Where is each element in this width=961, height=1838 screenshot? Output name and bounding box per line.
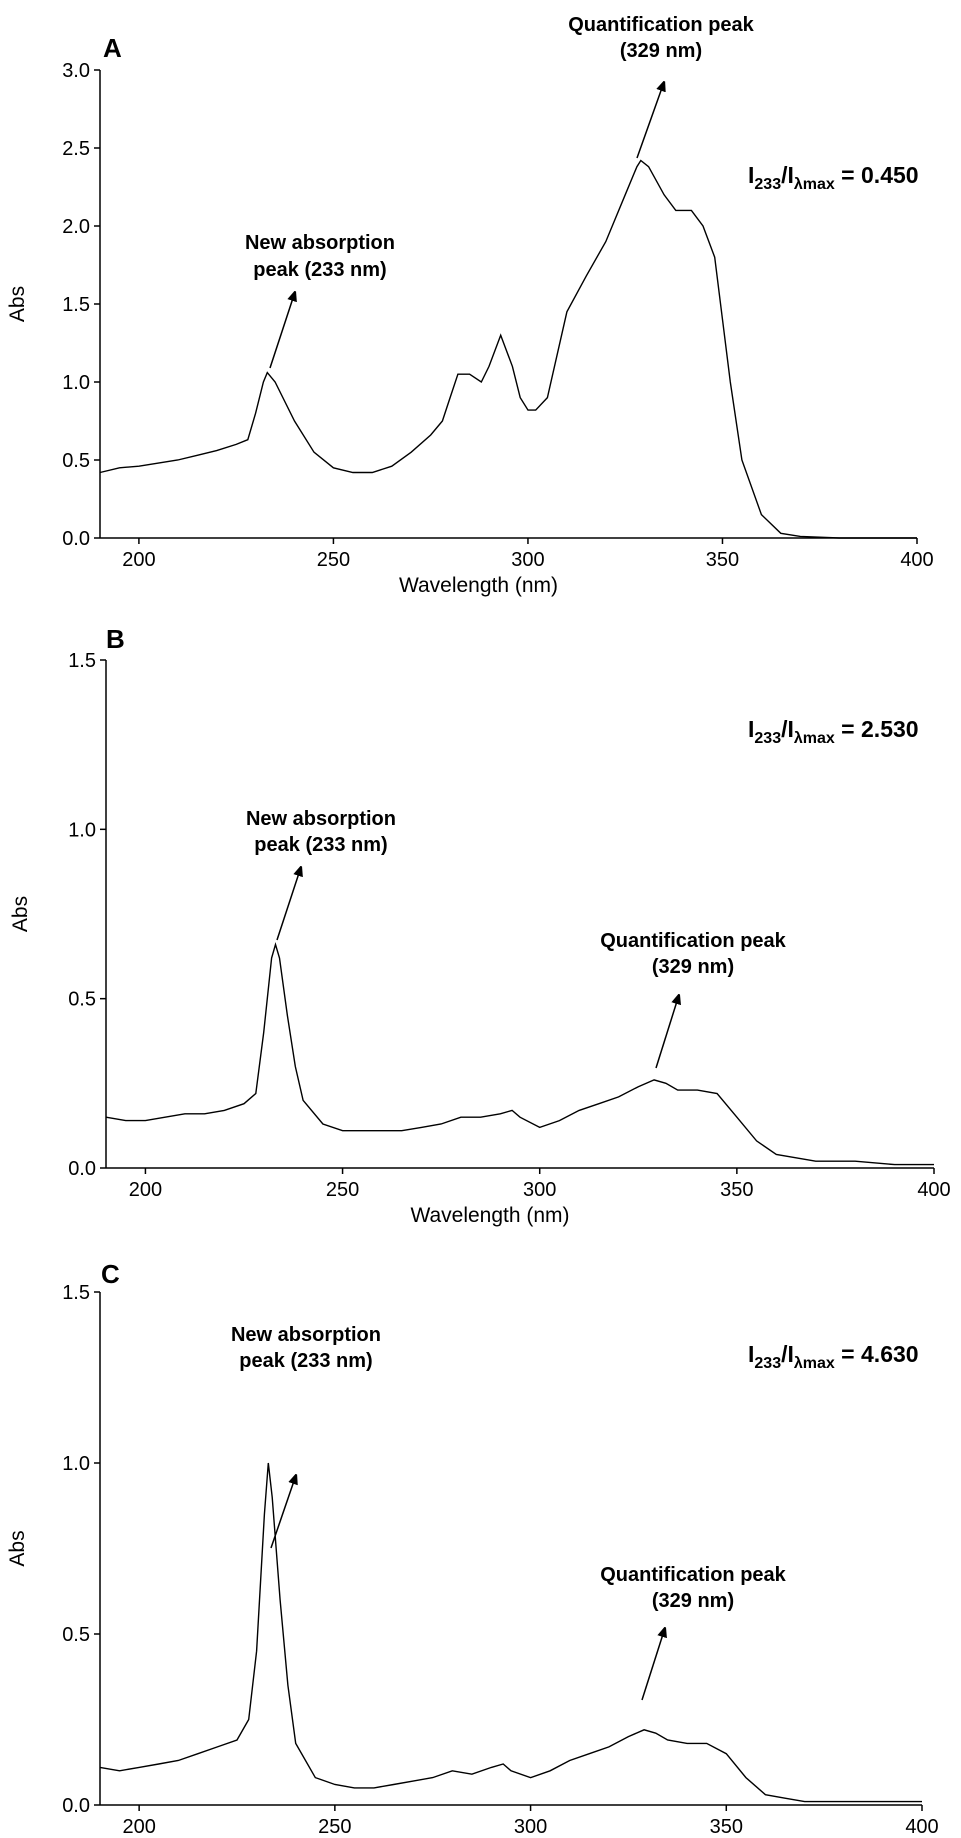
intensity-ratio-label: I233/Iλmax = 0.450 <box>748 162 919 193</box>
spectrum-line <box>105 942 934 1166</box>
panel-b: 200 250 300 350 400 0.0 0.5 1.0 1.5 Wavelength (n… <box>9 624 951 1227</box>
x-tick-label: 350 <box>710 1816 743 1838</box>
y-tick-label: 0.0 <box>62 1795 90 1817</box>
x-tick-label: 250 <box>318 1816 351 1838</box>
quant-peak-label-line2: (329 nm) <box>652 1590 734 1612</box>
x-tick-label: 250 <box>326 1179 359 1201</box>
ratio-text: /I <box>781 162 794 188</box>
x-tick-label: 300 <box>511 549 544 571</box>
ratio-subscript: 233 <box>754 176 781 193</box>
y-tick-label: 0.5 <box>62 1624 90 1646</box>
x-tick-label: 400 <box>900 549 933 571</box>
y-tick-label: 1.5 <box>62 294 90 316</box>
spectrum-line <box>99 159 917 539</box>
ratio-subscript: λmax <box>794 1355 835 1372</box>
ratio-text: I <box>748 716 754 742</box>
x-axis-label: Wavelength (nm) <box>399 574 558 597</box>
y-axis-label: Abs <box>6 1530 29 1566</box>
quant-peak-arrow <box>641 1631 664 1701</box>
x-tick-label: 300 <box>514 1816 547 1838</box>
quant-peak-arrow <box>636 85 663 159</box>
intensity-ratio-label: I233/Iλmax = 4.630 <box>748 1341 919 1372</box>
ratio-text: I <box>748 162 754 188</box>
y-tick-label: 3.0 <box>62 60 90 82</box>
y-tick-label: 0.5 <box>68 989 96 1011</box>
x-tick-label: 350 <box>706 549 739 571</box>
x-tick-label: 200 <box>129 1179 162 1201</box>
new-peak-label-line2: peak (233 nm) <box>254 834 387 856</box>
new-peak-arrow <box>276 870 300 941</box>
ratio-subscript: 233 <box>754 1355 781 1372</box>
spectrum-line <box>99 1462 922 1803</box>
y-axis-label: Abs <box>6 286 29 322</box>
x-tick-label: 250 <box>317 549 350 571</box>
new-peak-label-line2: peak (233 nm) <box>239 1350 372 1372</box>
y-tick-label: 0.5 <box>62 450 90 472</box>
y-tick-label: 0.0 <box>62 528 90 550</box>
new-peak-label-line2: peak (233 nm) <box>253 259 386 281</box>
quant-peak-label-line2: (329 nm) <box>652 956 734 978</box>
y-tick-label: 1.5 <box>62 1282 90 1304</box>
y-tick-label: 1.0 <box>62 1453 90 1475</box>
ratio-subscript: 233 <box>754 730 781 747</box>
quant-peak-label-line2: (329 nm) <box>620 40 702 62</box>
ratio-text: = 0.450 <box>835 162 919 188</box>
x-tick-label: 200 <box>122 1816 155 1838</box>
x-axis-label: Wavelength (nm) <box>410 1204 569 1227</box>
new-peak-arrow <box>269 295 294 369</box>
quant-peak-arrow <box>655 998 678 1069</box>
y-axis-label: Abs <box>9 896 32 932</box>
new-peak-label-line1: New absorption <box>231 1324 381 1346</box>
y-tick-label: 0.0 <box>68 1158 96 1180</box>
quant-peak-label-line1: Quantification peak <box>600 930 786 952</box>
y-tick-label: 1.0 <box>62 372 90 394</box>
intensity-ratio-label: I233/Iλmax = 2.530 <box>748 716 919 747</box>
x-tick-label: 350 <box>720 1179 753 1201</box>
new-peak-label-line1: New absorption <box>246 808 396 830</box>
x-tick-label: 400 <box>905 1816 938 1838</box>
quant-peak-label-line1: Quantification peak <box>600 1564 786 1586</box>
ratio-text: = 4.630 <box>835 1341 919 1367</box>
quant-peak-label-line1: Quantification peak <box>568 14 754 36</box>
y-tick-label: 1.5 <box>68 650 96 672</box>
panel-a: 200 250 300 350 400 0.0 0.5 1.0 1.5 2.0 2.5 3.0 Wave… <box>6 14 934 597</box>
x-tick-label: 300 <box>523 1179 556 1201</box>
y-tick-label: 2.0 <box>62 216 90 238</box>
new-peak-label-line1: New absorption <box>245 232 395 254</box>
ratio-subscript: λmax <box>794 730 835 747</box>
y-tick-label: 1.0 <box>68 819 96 841</box>
new-peak-arrow <box>270 1478 295 1549</box>
ratio-text: /I <box>781 1341 794 1367</box>
x-tick-label: 200 <box>122 549 155 571</box>
x-tick-label: 400 <box>917 1179 950 1201</box>
panel-letter: C <box>101 1259 120 1289</box>
ratio-text: = 2.530 <box>835 716 919 742</box>
panel-letter: B <box>106 624 125 654</box>
ratio-subscript: λmax <box>794 176 835 193</box>
y-tick-label: 2.5 <box>62 138 90 160</box>
ratio-text: I <box>748 1341 754 1367</box>
panel-letter: A <box>103 33 122 63</box>
ratio-text: /I <box>781 716 794 742</box>
